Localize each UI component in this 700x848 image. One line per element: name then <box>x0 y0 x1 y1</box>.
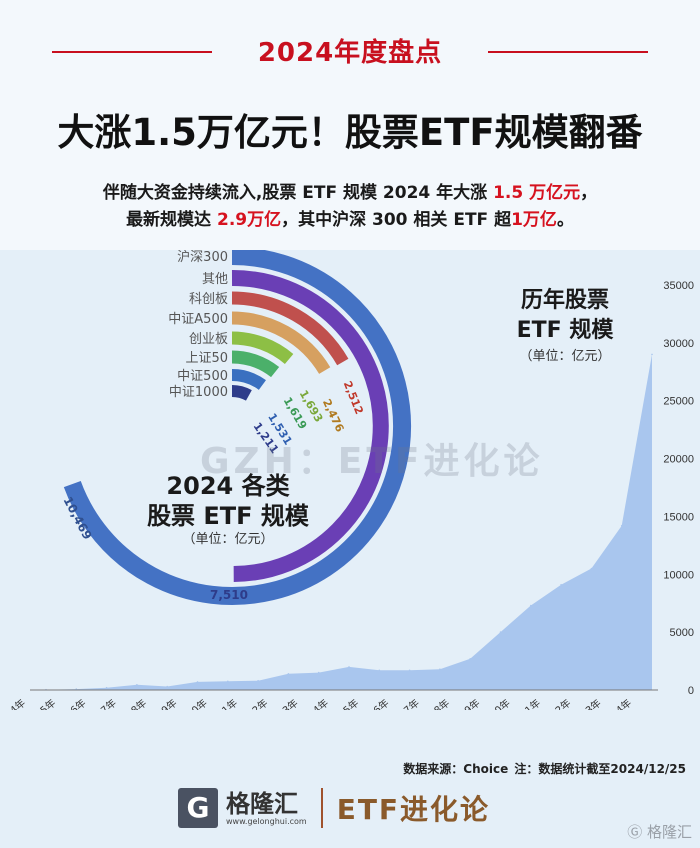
header-background <box>0 0 700 250</box>
radial-category-label: 中证1000 <box>169 385 228 400</box>
chart-canvas: 0 5000 10000 15000 20000 25000 30000 35000 2004年… <box>0 250 694 710</box>
area-point <box>196 681 199 683</box>
y-tick-label: 15000 <box>663 511 694 523</box>
radial-bar <box>231 331 294 365</box>
y-tick-label: 0 <box>688 685 694 697</box>
brand-bar: G 格隆汇 www.gelonghui.com ETF进化论 <box>178 788 490 828</box>
x-tick-label: 2005年 <box>23 696 59 710</box>
area-point <box>348 666 350 668</box>
header-divider-left <box>52 51 212 53</box>
area-point <box>287 673 290 675</box>
brand-divider <box>320 788 323 828</box>
subtitle-line-2: 最新规模达 2.9万亿，其中沪深 300 相关 ETF 超1万亿。 <box>0 205 700 230</box>
radial-bar <box>231 350 280 378</box>
x-tick-label: 2020年 <box>477 696 513 710</box>
area-point <box>590 567 593 570</box>
x-tick-label: 2009年 <box>144 696 180 710</box>
header-divider-right <box>488 51 648 53</box>
subtitle-text: 最新规模达 <box>126 210 217 230</box>
area-chart-title-line-2: ETF 规模 <box>516 318 614 343</box>
area-point <box>469 658 472 660</box>
radial-category-label: 科创板 <box>189 292 228 307</box>
watermark: GZH：ETF进化论 <box>200 441 544 482</box>
radial-bar <box>231 269 389 582</box>
area-point <box>227 680 229 683</box>
radial-value-label: 7,510 <box>210 588 248 602</box>
x-tick-label: 2013年 <box>265 696 301 710</box>
x-tick-label: 2023年 <box>568 696 604 710</box>
radial-chart-title-line-2: 股票 ETF 规模 <box>147 502 309 530</box>
subtitle-text: ，其中沪深 300 相关 ETF 超 <box>281 210 512 230</box>
radial-bar <box>231 291 349 366</box>
area-point <box>651 353 653 356</box>
x-tick-label: 2008年 <box>114 696 150 710</box>
area-series <box>46 354 652 690</box>
x-tick-label: 2015年 <box>326 696 362 710</box>
area-point <box>499 631 502 633</box>
subtitle-text: 伴随大资金持续流入,股票 ETF 规模 2024 年大涨 <box>102 183 494 203</box>
header-tag: 2024年度盘点 <box>257 38 443 68</box>
area-point <box>439 668 441 670</box>
corner-watermark: Ⓖ 格隆汇 <box>627 823 692 841</box>
area-point <box>620 524 623 527</box>
brand-etf-name: ETF进化论 <box>336 793 491 826</box>
subtitle-text: ， <box>580 183 598 203</box>
y-tick-label: 20000 <box>663 454 694 466</box>
area-point <box>105 686 108 689</box>
brand-name: 格隆汇 <box>226 789 298 818</box>
radial-chart-title-line-1: 2024 各类 <box>166 472 290 500</box>
y-tick-label: 35000 <box>663 280 694 292</box>
y-tick-label: 25000 <box>663 396 694 408</box>
area-point <box>378 669 381 672</box>
x-tick-label: 2004年 <box>0 696 28 710</box>
x-tick-label: 2014年 <box>295 696 331 710</box>
x-tick-label: 2022年 <box>538 696 574 710</box>
radial-category-label: 其他 <box>202 272 228 287</box>
radial-category-label: 中证500 <box>177 369 228 384</box>
subtitle-highlight: 2.9万亿 <box>216 210 282 230</box>
data-source-note: 数据来源：Choice 注：数据统计截至2024/12/25 <box>403 762 686 776</box>
subtitle-text: 。 <box>556 210 574 230</box>
radial-category-label: 上证50 <box>185 351 228 366</box>
page-title: 大涨1.5万亿元！股票ETF规模翻番 <box>57 111 643 154</box>
area-point <box>136 684 138 686</box>
y-tick-label: 5000 <box>670 627 694 639</box>
x-tick-label: 2016年 <box>356 696 392 710</box>
subtitle-highlight: 1.5 万亿元 <box>493 183 581 203</box>
x-tick-label: 2017年 <box>386 696 422 710</box>
radial-bar <box>231 385 252 401</box>
radial-category-label: 创业板 <box>189 332 228 347</box>
radial-bar <box>231 311 331 375</box>
brand-text: 格隆汇 www.gelonghui.com <box>226 791 307 826</box>
radial-chart-unit: （单位：亿元） <box>182 532 274 547</box>
area-point <box>560 583 562 586</box>
radial-category-label: 沪深300 <box>177 250 228 265</box>
y-tick-label: 30000 <box>663 338 694 350</box>
area-point <box>408 669 411 672</box>
radial-bar <box>63 250 412 605</box>
area-chart-unit: （单位：亿元） <box>519 349 611 364</box>
brand-url: www.gelonghui.com <box>226 816 307 826</box>
area-point <box>530 604 532 607</box>
y-tick-label: 10000 <box>663 569 694 581</box>
x-tick-label: 2019年 <box>447 696 483 710</box>
subtitle-highlight: 1万亿 <box>511 210 557 230</box>
x-tick-label: 2024年 <box>598 696 634 710</box>
x-tick-label: 2007年 <box>83 696 119 710</box>
radial-category-label: 中证A500 <box>168 312 228 327</box>
x-tick-label: 2012年 <box>235 696 271 710</box>
x-tick-label: 2010年 <box>174 696 210 710</box>
area-point <box>166 685 168 688</box>
x-tick-label: 2021年 <box>508 696 544 710</box>
x-tick-label: 2011年 <box>205 696 241 710</box>
subtitle-line-1: 伴随大资金持续流入,股票 ETF 规模 2024 年大涨 1.5 万亿元， <box>0 178 700 203</box>
area-chart-title-line-1: 历年股票 <box>520 288 609 313</box>
radial-bar <box>231 368 266 390</box>
x-tick-label: 2018年 <box>417 696 453 710</box>
gelonghui-logo-icon: G <box>178 788 218 828</box>
area-point <box>257 679 259 682</box>
area-point <box>317 671 320 674</box>
x-tick-label: 2006年 <box>53 696 89 710</box>
radial-value-label: 2,512 <box>341 379 366 416</box>
